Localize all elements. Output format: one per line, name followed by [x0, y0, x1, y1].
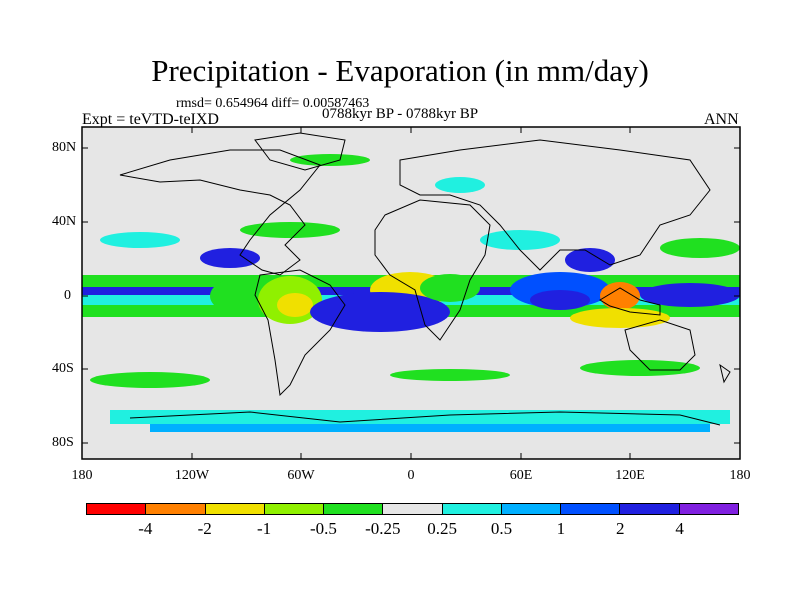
- colorbar-label: -0.5: [309, 519, 337, 538]
- lon-label: 60W: [287, 468, 315, 483]
- colorbar-swatch: [146, 504, 206, 514]
- period-label: 0788kyr BP - 0788kyr BP: [322, 106, 479, 122]
- stats-text: rmsd= 0.654964 diff= 0.00587463: [176, 96, 370, 111]
- colorbar-swatch: [442, 504, 502, 514]
- lon-ticks: [81, 127, 741, 459]
- lat-label: 0: [64, 288, 71, 303]
- colorbar-label: -1: [256, 519, 272, 538]
- lon-label: 180: [729, 468, 751, 483]
- colorbar: [86, 503, 739, 515]
- colorbar-swatch: [324, 504, 384, 514]
- lat-ticks: [82, 147, 740, 444]
- colorbar-label: 0.5: [490, 519, 513, 538]
- lon-label: 180: [71, 468, 93, 483]
- lat-label: 80N: [52, 140, 77, 155]
- colorbar-label: -0.25: [365, 519, 401, 538]
- lat-label: 40N: [52, 214, 77, 229]
- colorbar-label: -4: [138, 519, 153, 538]
- season-label: ANN: [704, 111, 739, 128]
- colorbar-swatch: [264, 504, 325, 514]
- plot-title: Precipitation - Evaporation (in mm/day): [151, 53, 649, 88]
- coastlines: [119, 132, 731, 426]
- colorbar-swatch: [205, 504, 265, 514]
- lon-label: 60E: [509, 468, 533, 483]
- colorbar-label: -2: [197, 519, 212, 538]
- colorbar-swatch: [679, 504, 738, 514]
- colorbar-label: 2: [616, 519, 625, 538]
- lat-label: 80S: [52, 435, 74, 450]
- lat-label: 40S: [52, 361, 74, 376]
- lon-label: 120W: [174, 468, 210, 483]
- lon-label: 120E: [615, 468, 645, 483]
- colorbar-swatch: [501, 504, 562, 514]
- colorbar-label: 0.25: [427, 519, 458, 538]
- lon-label: 0: [407, 468, 415, 483]
- colorbar-label: 4: [675, 519, 684, 538]
- colorbar-swatch: [561, 504, 621, 514]
- colorbar-swatch: [383, 504, 443, 514]
- colorbar-label: 1: [556, 519, 566, 538]
- experiment-label: Expt = teVTD-teIXD: [82, 111, 219, 128]
- colorbar-swatch: [87, 504, 147, 514]
- colorbar-swatch: [620, 504, 680, 514]
